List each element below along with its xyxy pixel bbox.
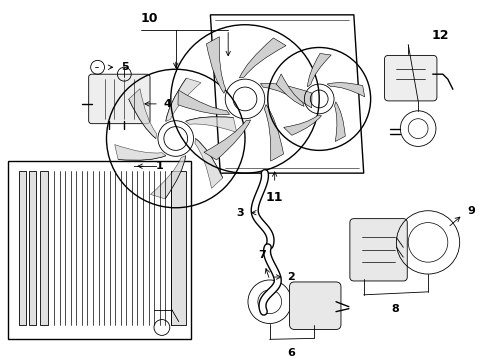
PathPatch shape	[166, 78, 201, 121]
PathPatch shape	[115, 145, 166, 160]
Bar	[29, 171, 36, 324]
PathPatch shape	[260, 83, 312, 108]
PathPatch shape	[195, 139, 223, 188]
Text: 8: 8	[392, 304, 399, 314]
Text: 3: 3	[236, 208, 244, 218]
PathPatch shape	[204, 120, 250, 160]
Text: 11: 11	[266, 191, 283, 204]
PathPatch shape	[308, 53, 331, 87]
FancyBboxPatch shape	[89, 74, 150, 124]
Text: 4: 4	[164, 99, 172, 109]
Text: 1: 1	[156, 161, 164, 171]
PathPatch shape	[276, 74, 304, 106]
Text: 10: 10	[140, 12, 158, 25]
FancyBboxPatch shape	[385, 55, 437, 101]
PathPatch shape	[284, 116, 321, 135]
Polygon shape	[210, 15, 364, 173]
Text: 12: 12	[431, 28, 449, 41]
Bar	[171, 171, 186, 324]
PathPatch shape	[240, 38, 286, 78]
Bar	[7, 161, 191, 339]
PathPatch shape	[186, 117, 237, 132]
PathPatch shape	[327, 82, 365, 97]
Text: 2: 2	[288, 272, 295, 282]
Bar	[40, 171, 48, 324]
FancyBboxPatch shape	[290, 282, 341, 329]
PathPatch shape	[335, 102, 345, 141]
Bar	[20, 171, 26, 324]
PathPatch shape	[178, 90, 230, 114]
PathPatch shape	[129, 89, 157, 139]
Text: 6: 6	[288, 348, 295, 358]
Text: 9: 9	[467, 206, 475, 216]
Text: 5: 5	[122, 62, 129, 72]
PathPatch shape	[206, 37, 226, 93]
PathPatch shape	[264, 104, 284, 161]
Text: 7: 7	[258, 250, 266, 260]
PathPatch shape	[150, 156, 186, 199]
FancyBboxPatch shape	[350, 219, 407, 281]
